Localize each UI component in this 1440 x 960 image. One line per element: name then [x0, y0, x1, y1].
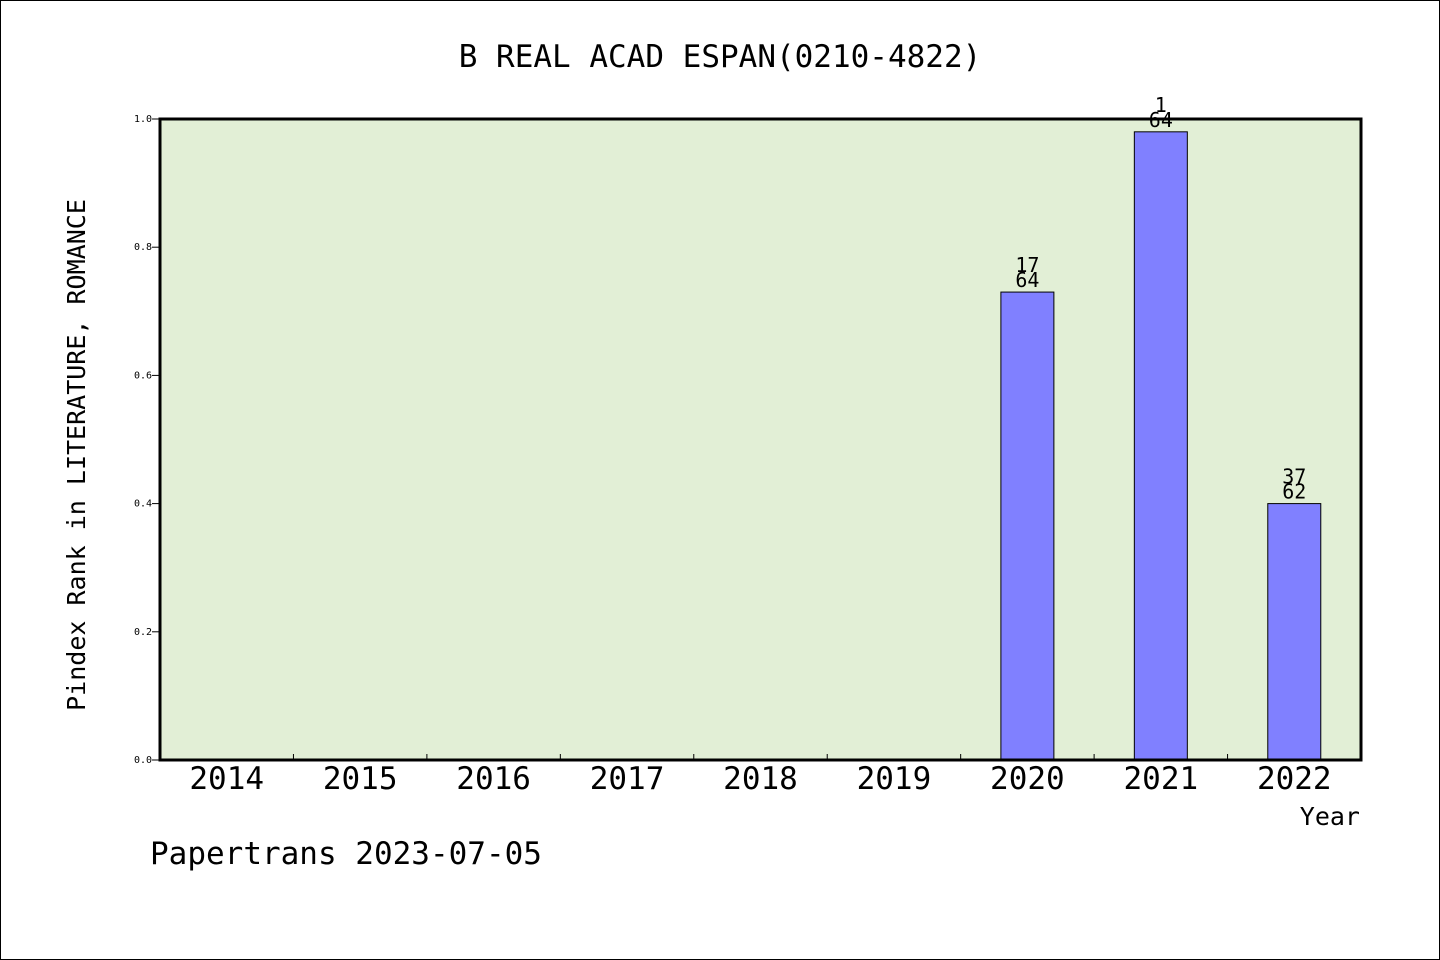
x-tick-label: 2018 — [723, 761, 798, 797]
x-tick-label: 2021 — [1124, 761, 1199, 797]
y-tick-label: 0.4 — [134, 499, 152, 510]
y-tick-label: 0.0 — [134, 755, 152, 766]
bar-rank-label: 17 — [1015, 253, 1039, 277]
x-tick-label: 2019 — [857, 761, 932, 797]
x-axis: 2014 2015 2016 2017 2018 2019 2020 2021 2022 — [189, 754, 1332, 797]
bar-rank-label: 37 — [1282, 465, 1306, 489]
x-tick-label: 2022 — [1257, 761, 1332, 797]
bars — [1000, 131, 1322, 761]
y-tick-label: 0.8 — [134, 242, 152, 253]
bar-total-label: 64 — [1015, 268, 1039, 292]
x-tick-label: 2020 — [990, 761, 1065, 797]
x-tick-label: 2017 — [590, 761, 665, 797]
bar-rank-label: 1 — [1155, 93, 1167, 117]
chart-title: B REAL ACAD ESPAN(0210-4822) — [459, 39, 982, 75]
footer-watermark: Papertrans 2023-07-05 — [150, 836, 542, 872]
plot-border — [158, 117, 1363, 762]
y-axis: 0.0 0.2 0.4 0.6 0.8 1.0 — [134, 114, 160, 766]
y-axis-label: Pindex Rank in LITERATURE, ROMANCE — [62, 199, 91, 711]
bar — [1133, 131, 1188, 761]
bar — [1267, 503, 1322, 761]
x-axis-label: Year — [1300, 802, 1360, 831]
x-tick-label: 2015 — [323, 761, 398, 797]
x-tick-label: 2014 — [189, 761, 264, 797]
y-tick-label: 0.2 — [134, 627, 152, 638]
x-tick-label: 2016 — [456, 761, 531, 797]
bar — [1000, 291, 1055, 761]
y-tick-label: 1.0 — [134, 114, 152, 125]
y-tick-label: 0.6 — [134, 370, 152, 381]
bar-total-label: 62 — [1282, 480, 1306, 504]
